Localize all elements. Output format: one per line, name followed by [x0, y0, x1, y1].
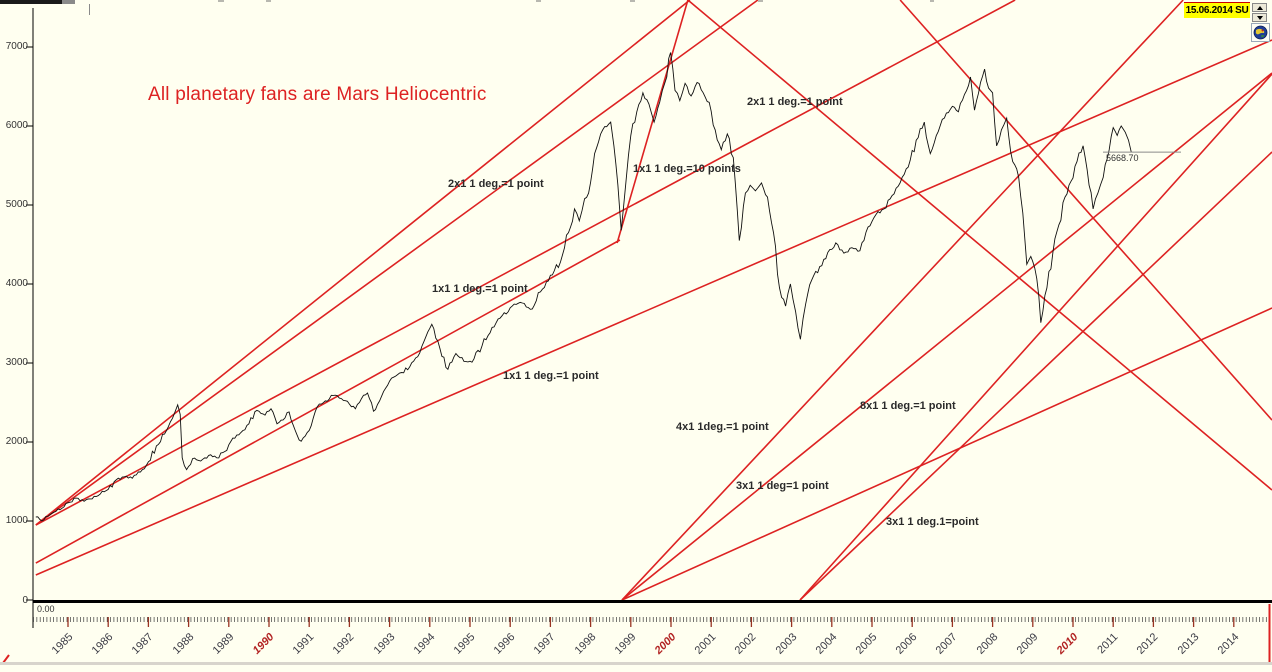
fan-lines-layer	[35, 0, 1272, 601]
window-edge-artifact	[218, 0, 224, 2]
window-edge-artifact	[630, 0, 635, 2]
window-edge-artifact	[930, 0, 934, 2]
fan-line-right-b2	[799, 151, 1272, 601]
fan-line-label: 3x1 1 deg.1=point	[886, 516, 979, 528]
window-edge-artifact	[536, 0, 541, 2]
fan-line-right-3x1-b	[799, 73, 1272, 601]
fan-line-label: 1x1 1 deg.=1 point	[432, 283, 528, 295]
fan-line-descending-2007	[899, 0, 1272, 421]
fan-line-label: 2x1 1 deg.=1 point	[747, 96, 843, 108]
planet-tool-button[interactable]	[1251, 23, 1270, 42]
last-price-label: 5668.70	[1106, 153, 1139, 163]
window-edge-artifact	[0, 662, 1272, 665]
fan-line-right-4x1	[621, 0, 1184, 601]
planet-icon	[1253, 25, 1268, 40]
fan-line-steep-2000	[616, 0, 689, 244]
window-edge-artifact	[89, 4, 90, 15]
fan-line-label: 4x1 1deg.=1 point	[676, 421, 769, 433]
y-axis-zero-label: 0	[22, 595, 28, 606]
y-tick-label: 2000	[5, 436, 28, 447]
window-edge-artifact	[0, 0, 62, 4]
fan-line-descending-2000	[687, 0, 1272, 491]
red-edge-artifacts	[0, 604, 1271, 665]
fan-line-label: 1x1 1 deg.=10 points	[633, 163, 741, 175]
y-tick-label: 6000	[5, 120, 28, 131]
y-tick-label: 5000	[5, 199, 28, 210]
y-tick-label: 4000	[5, 278, 28, 289]
fan-line-left-2x1	[35, 0, 691, 526]
fan-line-label: 3x1 1 deg=1 point	[736, 480, 829, 492]
y-tick-label: 1000	[5, 515, 28, 526]
fan-line-right-3x1-a	[621, 307, 1272, 601]
y-tick-label: 3000	[5, 357, 28, 368]
fan-line-left-1x1-upper	[35, 0, 1016, 526]
price-line	[35, 52, 1132, 522]
spinner-up-button[interactable]	[1252, 3, 1267, 12]
triangle-down-icon	[1256, 15, 1263, 20]
window-edge-artifact	[266, 0, 271, 2]
date-input[interactable]: 15.06.2014 SU	[1184, 2, 1250, 18]
chart-annotation: All planetary fans are Mars Heliocentric	[148, 84, 487, 105]
spinner-down-button[interactable]	[1252, 13, 1267, 22]
price-series	[35, 52, 1132, 522]
zero-value-label: 0.00	[37, 604, 55, 614]
window-edge-artifact	[62, 0, 75, 4]
y-tick-label: 7000	[5, 41, 28, 52]
date-spinner	[1252, 3, 1267, 22]
window-edge-artifact	[758, 0, 763, 2]
fan-line-left-shallow	[35, 39, 1272, 576]
triangle-up-icon	[1256, 5, 1263, 10]
fan-line-left-under-price	[35, 239, 621, 564]
fan-line-label: 1x1 1 deg.=1 point	[503, 370, 599, 382]
fan-line-left-1x1-peak	[35, 0, 759, 526]
fan-line-label: 8x1 1 deg.=1 point	[860, 400, 956, 412]
axes-layer	[26, 8, 1272, 628]
x-axis-ticks	[33, 617, 1271, 627]
fan-line-right-8x1	[621, 72, 1272, 601]
fan-line-label: 2x1 1 deg.=1 point	[448, 178, 544, 190]
